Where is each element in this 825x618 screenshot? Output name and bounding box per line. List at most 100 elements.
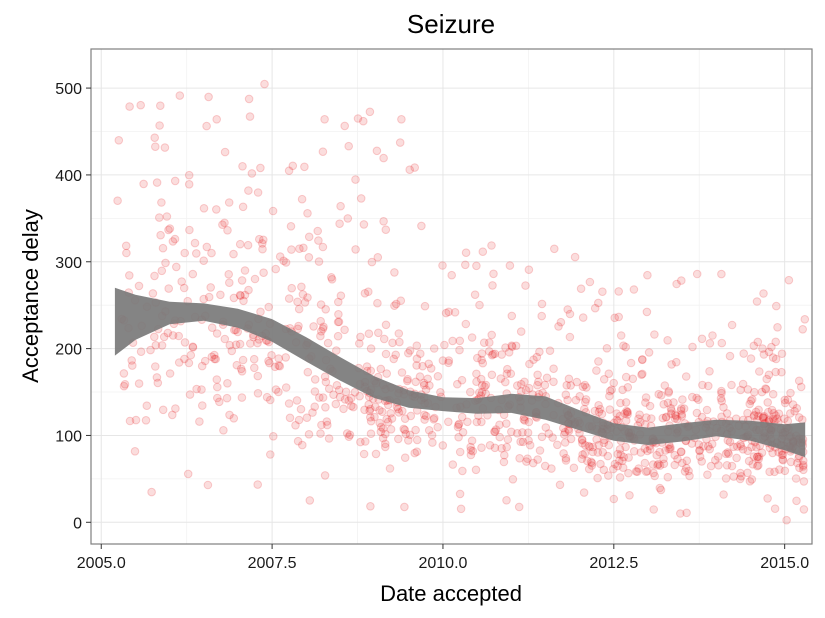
data-point: [341, 387, 351, 397]
data-point: [475, 388, 484, 397]
data-point: [682, 456, 692, 466]
data-point: [370, 412, 379, 422]
data-point: [444, 356, 454, 365]
data-point: [775, 465, 784, 474]
data-point: [621, 342, 631, 352]
data-point: [496, 374, 506, 383]
data-point: [366, 502, 375, 511]
data-point: [582, 383, 591, 392]
data-point: [359, 449, 369, 459]
data-point: [636, 417, 645, 427]
data-point: [490, 349, 500, 359]
data-point: [379, 334, 389, 344]
data-point: [284, 294, 294, 303]
data-point: [185, 390, 195, 399]
data-point: [777, 367, 786, 377]
data-point: [317, 420, 326, 430]
data-point: [472, 369, 481, 379]
data-point: [288, 161, 298, 171]
data-point: [782, 515, 791, 525]
data-point: [702, 405, 712, 415]
data-point: [768, 389, 778, 399]
data-point: [317, 327, 326, 336]
data-point: [239, 296, 248, 306]
data-point: [664, 388, 674, 397]
data-point: [619, 341, 628, 351]
data-point: [747, 475, 757, 484]
data-point: [236, 364, 246, 374]
data-point: [599, 438, 609, 448]
data-point: [561, 390, 571, 400]
data-point: [615, 445, 625, 454]
data-point: [768, 353, 778, 362]
data-point: [535, 347, 544, 357]
data-point: [304, 430, 314, 439]
data-point: [706, 461, 716, 471]
data-point: [320, 372, 330, 382]
data-point: [777, 450, 787, 460]
data-point: [334, 385, 344, 395]
data-point: [114, 136, 124, 145]
data-point: [525, 440, 535, 450]
data-point: [513, 381, 522, 390]
data-point: [412, 341, 422, 351]
data-point: [199, 256, 208, 266]
data-point: [671, 411, 681, 421]
data-point: [349, 402, 358, 412]
data-point: [655, 447, 664, 457]
data-point: [243, 240, 253, 250]
data-point: [375, 406, 384, 415]
data-point: [232, 360, 242, 370]
data-point: [638, 355, 647, 365]
data-point: [244, 94, 254, 104]
data-point: [575, 392, 585, 401]
data-point: [640, 458, 650, 468]
data-point: [659, 459, 669, 469]
data-point: [717, 388, 726, 398]
data-point: [604, 369, 614, 379]
data-point: [324, 434, 334, 443]
data-point: [293, 436, 303, 446]
data-point: [725, 437, 735, 447]
data-point: [699, 442, 708, 451]
data-point: [470, 290, 480, 300]
data-point: [165, 369, 175, 378]
data-point: [436, 388, 445, 397]
data-point: [213, 382, 222, 392]
data-point: [799, 456, 808, 466]
data-point: [155, 213, 164, 222]
data-point: [502, 496, 511, 505]
data-point: [663, 472, 673, 482]
data-point: [197, 385, 206, 394]
data-point: [501, 377, 510, 387]
data-point: [478, 247, 488, 256]
data-point: [455, 489, 465, 499]
data-point: [477, 349, 487, 358]
data-point: [134, 379, 144, 388]
data-point: [237, 393, 247, 402]
data-point: [750, 410, 759, 420]
y-tick-label: 500: [55, 81, 82, 98]
data-point: [366, 404, 375, 414]
data-point: [453, 422, 463, 432]
data-point: [729, 442, 738, 452]
data-point: [461, 319, 471, 329]
data-point: [313, 226, 323, 236]
data-point: [428, 438, 437, 447]
data-point: [403, 374, 412, 384]
data-point: [778, 455, 788, 465]
data-point: [287, 283, 297, 293]
data-point: [625, 491, 634, 500]
data-point: [375, 418, 385, 428]
data-point: [636, 448, 646, 457]
data-point: [351, 175, 360, 184]
data-point: [298, 440, 307, 450]
data-point: [752, 297, 762, 306]
data-point: [179, 283, 189, 293]
data-point: [534, 377, 543, 387]
data-point: [253, 480, 263, 489]
data-point: [240, 266, 250, 275]
data-point: [347, 401, 356, 411]
data-point: [772, 301, 781, 311]
data-point: [320, 471, 330, 480]
